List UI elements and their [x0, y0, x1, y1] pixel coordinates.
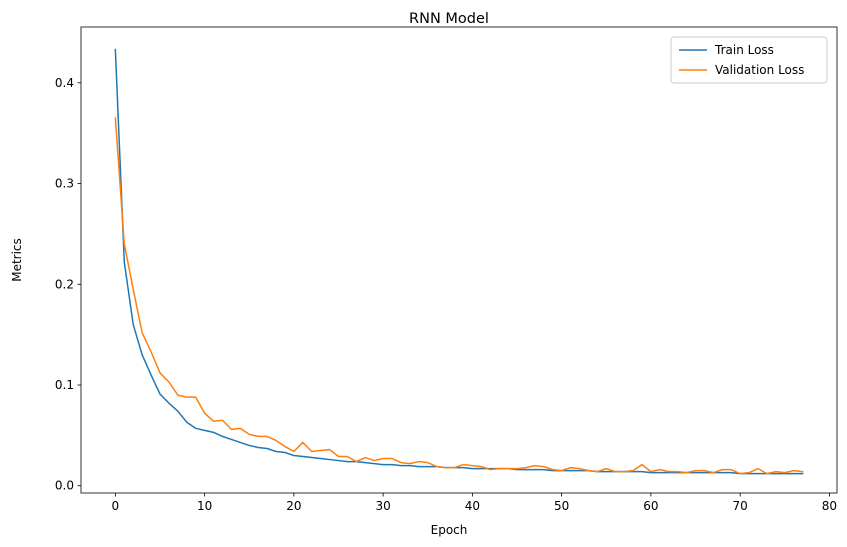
series-line-validation-loss [114, 117, 804, 475]
plot-frame [80, 26, 838, 494]
x-tick-label: 20 [286, 499, 301, 513]
series-layer [114, 48, 804, 475]
x-tick-label: 80 [822, 499, 837, 513]
x-tick-label: 70 [733, 499, 748, 513]
y-tick-label: 0.0 [55, 479, 74, 493]
legend: Train Loss Validation Loss [670, 36, 828, 84]
legend-box [670, 36, 828, 84]
x-axis: 0 10 20 30 40 50 60 70 80 [112, 493, 837, 513]
x-tick-label: 40 [465, 499, 480, 513]
x-tick-label: 60 [643, 499, 658, 513]
x-tick-label: 50 [554, 499, 569, 513]
y-tick-label: 0.4 [55, 76, 74, 90]
x-tick-label: 10 [197, 499, 212, 513]
x-tick-label: 30 [375, 499, 390, 513]
y-tick-label: 0.2 [55, 277, 74, 291]
x-axis-label: Epoch [431, 523, 468, 537]
x-tick-label: 0 [112, 499, 120, 513]
y-axis: 0.0 0.1 0.2 0.3 0.4 [55, 76, 81, 493]
y-axis-label: Metrics [10, 238, 24, 282]
chart-title: RNN Model [409, 11, 489, 27]
legend-label: Train Loss [714, 43, 774, 57]
y-tick-label: 0.1 [55, 378, 74, 392]
legend-label: Validation Loss [715, 63, 804, 77]
series-line-train-loss [114, 48, 804, 475]
y-tick-label: 0.3 [55, 177, 74, 191]
